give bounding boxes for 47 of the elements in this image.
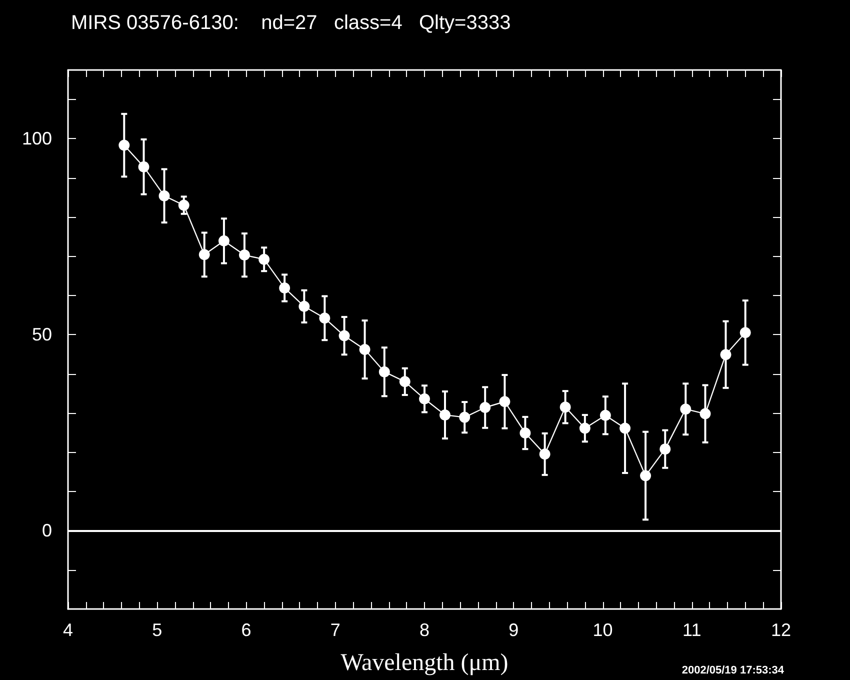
point xyxy=(640,470,652,482)
point xyxy=(620,422,631,434)
point xyxy=(579,422,590,434)
point xyxy=(520,427,531,438)
point xyxy=(319,312,330,324)
point xyxy=(198,249,210,260)
point xyxy=(499,396,510,408)
y-tick-label: 100 xyxy=(22,128,52,149)
text: 2002/05/19 17:53:34 xyxy=(682,664,785,676)
point xyxy=(560,402,571,413)
point xyxy=(539,448,550,460)
point xyxy=(118,140,130,151)
point xyxy=(740,327,751,338)
point xyxy=(258,254,270,265)
point xyxy=(600,410,611,421)
point xyxy=(419,393,430,404)
chart-title: MIRS 03576-6130: nd=27 class=4 Qlty=3333 xyxy=(71,12,511,34)
x-tick-label: 4 xyxy=(62,620,74,640)
point xyxy=(359,344,370,355)
x-tick-label: 5 xyxy=(152,620,162,640)
x-tick-label: 12 xyxy=(770,620,792,640)
x-tick-label: 8 xyxy=(419,620,430,640)
x-tick-label: 11 xyxy=(682,620,702,640)
point xyxy=(279,282,290,294)
point xyxy=(378,366,390,378)
x-tick-label: 7 xyxy=(330,620,340,640)
point xyxy=(238,250,250,261)
point xyxy=(218,235,230,246)
point xyxy=(178,200,190,211)
x-tick-label: 10 xyxy=(592,620,613,640)
point xyxy=(660,444,671,455)
point xyxy=(399,376,410,388)
point xyxy=(138,161,150,172)
point xyxy=(158,190,170,202)
x-tick-label: 6 xyxy=(241,620,252,640)
y-tick-label: 0 xyxy=(42,520,52,541)
point xyxy=(700,408,711,420)
point xyxy=(338,330,350,342)
point xyxy=(298,300,310,312)
point xyxy=(440,409,450,420)
x-tick-label: 9 xyxy=(508,620,519,640)
point xyxy=(720,349,732,360)
point xyxy=(680,404,692,415)
point xyxy=(480,402,491,414)
x-axis-title: Wavelength (μm) xyxy=(340,650,508,676)
point xyxy=(459,412,470,423)
y-tick-label: 50 xyxy=(32,324,52,345)
